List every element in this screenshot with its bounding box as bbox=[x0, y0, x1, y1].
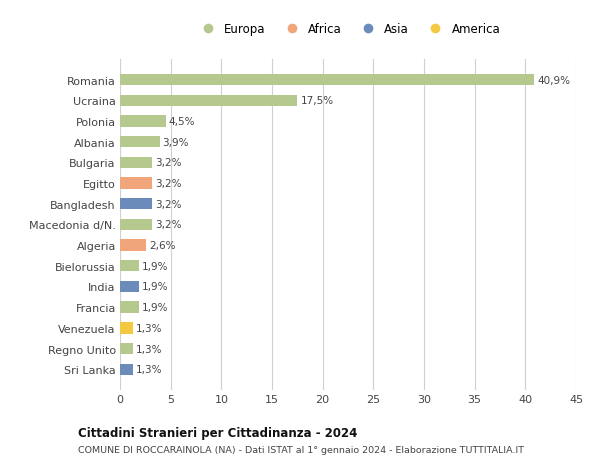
Bar bbox=[120, 323, 133, 334]
Bar bbox=[120, 137, 160, 148]
Text: 1,3%: 1,3% bbox=[136, 364, 163, 375]
Legend: Europa, Africa, Asia, America: Europa, Africa, Asia, America bbox=[196, 22, 500, 35]
Bar bbox=[120, 116, 166, 127]
Bar bbox=[120, 199, 152, 210]
Text: Cittadini Stranieri per Cittadinanza - 2024: Cittadini Stranieri per Cittadinanza - 2… bbox=[78, 426, 358, 439]
Text: 40,9%: 40,9% bbox=[538, 75, 571, 85]
Bar bbox=[120, 261, 139, 272]
Bar bbox=[120, 281, 139, 292]
Text: 3,2%: 3,2% bbox=[155, 179, 182, 189]
Bar bbox=[120, 364, 133, 375]
Text: 1,9%: 1,9% bbox=[142, 261, 169, 271]
Text: 1,9%: 1,9% bbox=[142, 282, 169, 292]
Text: 1,3%: 1,3% bbox=[136, 344, 163, 354]
Text: 1,3%: 1,3% bbox=[136, 323, 163, 333]
Text: 17,5%: 17,5% bbox=[301, 96, 334, 106]
Bar bbox=[120, 219, 152, 230]
Text: 4,5%: 4,5% bbox=[169, 117, 195, 127]
Text: 3,2%: 3,2% bbox=[155, 220, 182, 230]
Text: 1,9%: 1,9% bbox=[142, 302, 169, 313]
Bar bbox=[120, 302, 139, 313]
Bar bbox=[120, 343, 133, 354]
Bar bbox=[120, 157, 152, 168]
Text: 3,2%: 3,2% bbox=[155, 158, 182, 168]
Text: COMUNE DI ROCCARAINOLA (NA) - Dati ISTAT al 1° gennaio 2024 - Elaborazione TUTTI: COMUNE DI ROCCARAINOLA (NA) - Dati ISTAT… bbox=[78, 445, 524, 454]
Bar bbox=[120, 240, 146, 251]
Text: 2,6%: 2,6% bbox=[149, 241, 176, 251]
Bar bbox=[120, 75, 535, 86]
Text: 3,2%: 3,2% bbox=[155, 199, 182, 209]
Bar bbox=[120, 178, 152, 189]
Text: 3,9%: 3,9% bbox=[163, 137, 189, 147]
Bar bbox=[120, 95, 298, 106]
